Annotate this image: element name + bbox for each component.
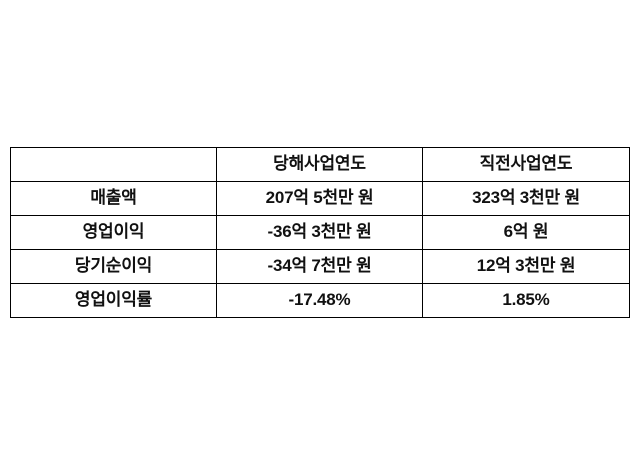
row-label-revenue: 매출액 xyxy=(10,181,217,216)
cell-revenue-current: 207억 5천만 원 xyxy=(216,181,423,216)
row-label-net-income: 당기순이익 xyxy=(10,249,217,284)
table-corner-cell xyxy=(10,147,217,182)
row-label-operating-margin: 영업이익률 xyxy=(10,283,217,318)
table-row: 매출액 207억 5천만 원 323억 3천만 원 xyxy=(10,181,630,216)
table-header: 당해사업연도 직전사업연도 xyxy=(10,147,630,182)
cell-operating-profit-current: -36억 3천만 원 xyxy=(216,215,423,250)
cell-operating-margin-previous: 1.85% xyxy=(422,283,630,318)
table-row: 영업이익률 -17.48% 1.85% xyxy=(10,283,630,318)
row-label-operating-profit: 영업이익 xyxy=(10,215,217,250)
cell-revenue-previous: 323억 3천만 원 xyxy=(422,181,630,216)
table-row: 영업이익 -36억 3천만 원 6억 원 xyxy=(10,215,630,250)
cell-net-income-current: -34억 7천만 원 xyxy=(216,249,423,284)
cell-net-income-previous: 12억 3천만 원 xyxy=(422,249,630,284)
column-header-current-fiscal-year: 당해사업연도 xyxy=(216,147,423,182)
table-header-row: 당해사업연도 직전사업연도 xyxy=(10,147,630,182)
cell-operating-profit-previous: 6억 원 xyxy=(422,215,630,250)
table-body: 매출액 207억 5천만 원 323억 3천만 원 영업이익 -36억 3천만 … xyxy=(10,181,630,318)
financial-summary-table-container: 당해사업연도 직전사업연도 매출액 207억 5천만 원 323억 3천만 원 … xyxy=(10,147,630,318)
table-row: 당기순이익 -34억 7천만 원 12억 3천만 원 xyxy=(10,249,630,284)
column-header-previous-fiscal-year: 직전사업연도 xyxy=(422,147,630,182)
cell-operating-margin-current: -17.48% xyxy=(216,283,423,318)
financial-summary-table: 당해사업연도 직전사업연도 매출액 207억 5천만 원 323억 3천만 원 … xyxy=(10,147,630,318)
